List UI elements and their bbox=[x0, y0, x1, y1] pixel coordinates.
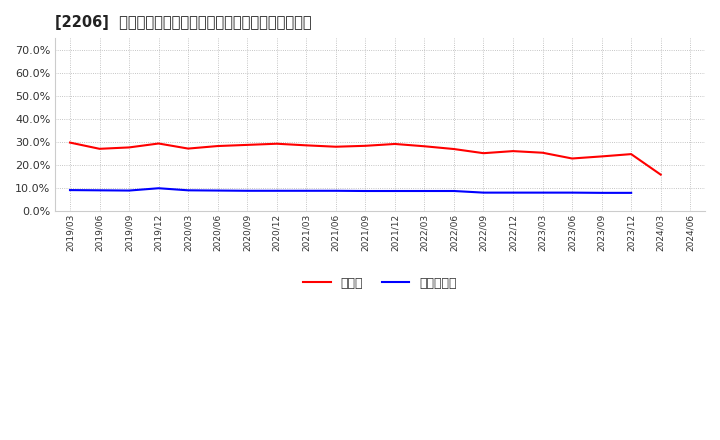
有利子負債 bbox=[539, 190, 547, 195]
Legend: 現頲金, 有利子負債: 現頲金, 有利子負債 bbox=[298, 272, 462, 295]
現頲金 bbox=[539, 150, 547, 155]
有利子負債 bbox=[125, 188, 133, 193]
現頲金 bbox=[95, 146, 104, 151]
現頲金 bbox=[598, 154, 606, 159]
有利子負債 bbox=[154, 186, 163, 191]
現頲金 bbox=[66, 140, 74, 145]
有利子負債 bbox=[184, 188, 192, 193]
現頲金 bbox=[657, 172, 665, 177]
Line: 有利子負債: 有利子負債 bbox=[70, 188, 631, 193]
現頲金 bbox=[272, 141, 281, 147]
Text: [2206]  現頲金、有利子負債の総資産に対する比率の推移: [2206] 現頲金、有利子負債の総資産に対する比率の推移 bbox=[55, 15, 312, 30]
有利子負債 bbox=[243, 188, 251, 194]
有利子負債 bbox=[480, 190, 488, 195]
現頲金 bbox=[509, 148, 518, 154]
有利子負債 bbox=[272, 188, 281, 194]
現頲金 bbox=[627, 151, 636, 157]
現頲金 bbox=[331, 144, 340, 149]
現頲金 bbox=[420, 143, 428, 149]
有利子負債 bbox=[213, 188, 222, 193]
有利子負債 bbox=[568, 190, 577, 195]
有利子負債 bbox=[449, 188, 458, 194]
有利子負債 bbox=[331, 188, 340, 194]
現頲金 bbox=[449, 147, 458, 152]
現頲金 bbox=[568, 156, 577, 161]
現頲金 bbox=[243, 142, 251, 147]
Line: 現頲金: 現頲金 bbox=[70, 143, 661, 175]
現頲金 bbox=[361, 143, 369, 148]
現頲金 bbox=[125, 145, 133, 150]
現頲金 bbox=[390, 141, 399, 147]
有利子負債 bbox=[420, 188, 428, 194]
有利子負債 bbox=[598, 190, 606, 195]
現頲金 bbox=[213, 143, 222, 149]
有利子負債 bbox=[66, 187, 74, 193]
有利子負債 bbox=[627, 190, 636, 195]
現頲金 bbox=[302, 143, 310, 148]
有利子負債 bbox=[95, 188, 104, 193]
現頲金 bbox=[154, 141, 163, 146]
現頲金 bbox=[480, 150, 488, 156]
現頲金 bbox=[184, 146, 192, 151]
有利子負債 bbox=[390, 188, 399, 194]
有利子負債 bbox=[361, 188, 369, 194]
有利子負債 bbox=[302, 188, 310, 194]
有利子負債 bbox=[509, 190, 518, 195]
